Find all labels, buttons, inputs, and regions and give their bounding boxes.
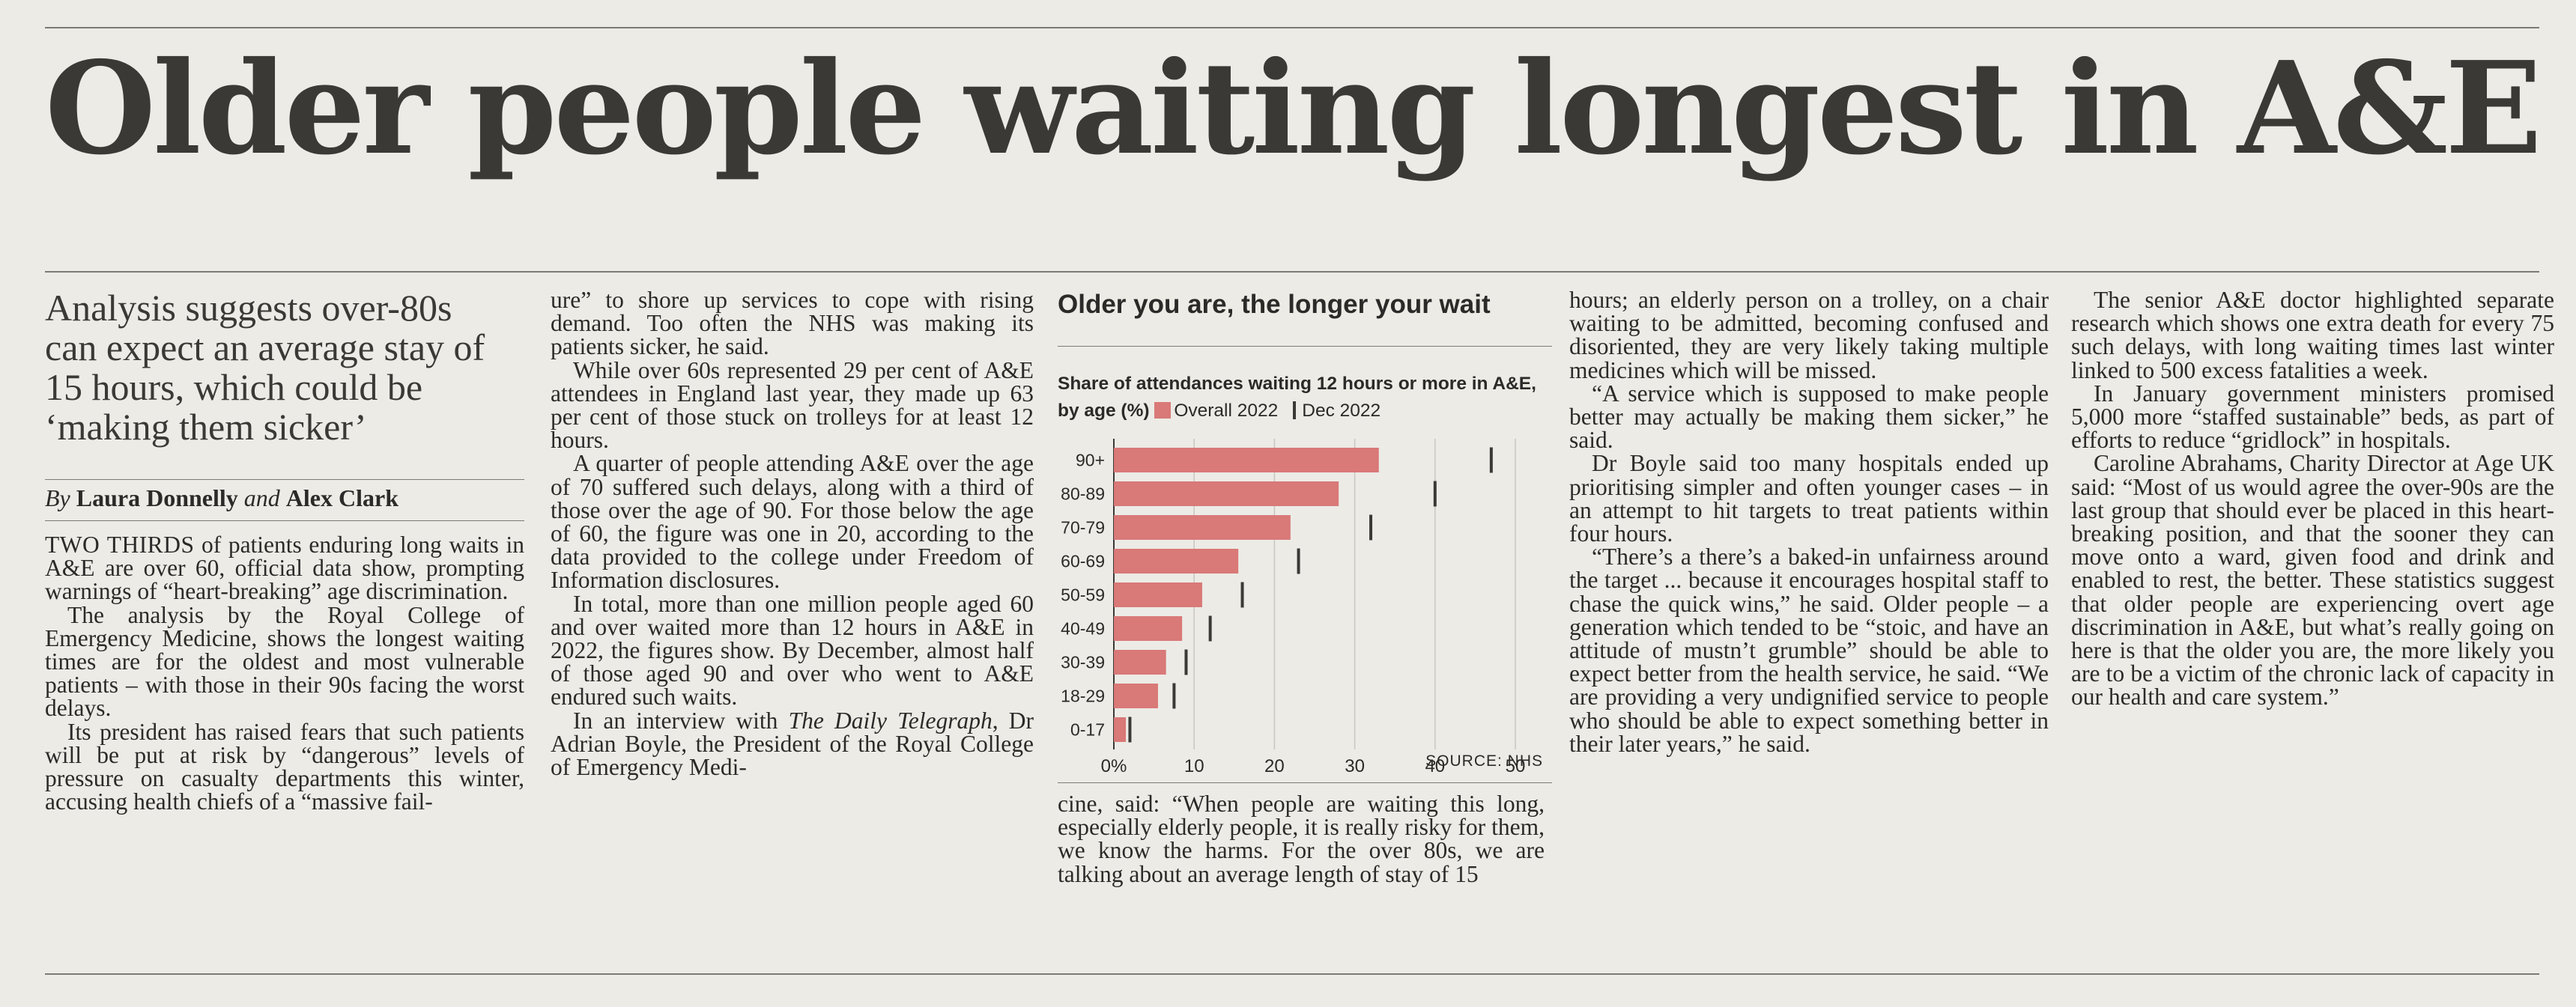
legend-dec: Dec 2022	[1278, 401, 1381, 421]
col2-paragraph-4: In total, more than one million people a…	[551, 590, 1034, 711]
category-label: 30-39	[1061, 653, 1105, 672]
bar	[1114, 717, 1127, 742]
x-tick-label: 30	[1345, 756, 1365, 776]
article-column-4: hours; an elderly person on a trolley, o…	[1569, 288, 2049, 755]
category-label: 90+	[1076, 451, 1105, 470]
chart-subtitle: Share of attendances waiting 12 hours or…	[1058, 374, 1536, 421]
category-label: 50-59	[1061, 585, 1105, 605]
col4-paragraph-4: “There’s a there’s a baked-in unfairness…	[1569, 544, 2049, 757]
legend-overall: Overall 2022	[1154, 401, 1278, 421]
byline: By Laura Donnelly and Alex Clark	[45, 483, 524, 513]
byline-conj: and	[243, 484, 280, 511]
category-label: 18-29	[1061, 687, 1105, 706]
article-column-5: The senior A&E doctor highlighted separa…	[2071, 288, 2554, 709]
category-label: 70-79	[1061, 518, 1105, 538]
x-tick-label: 10	[1184, 756, 1204, 776]
legend-swatch-bar	[1154, 402, 1172, 419]
col4-paragraph-2: “A service which is supposed to make peo…	[1569, 380, 2049, 454]
byline-rule-bottom	[45, 520, 524, 521]
col4-paragraph-3: Dr Boyle said too many hospitals ended u…	[1569, 450, 2049, 547]
col3-paragraph-1: cine, said: “When people are waiting thi…	[1058, 791, 1545, 887]
legend-label-dec: Dec 2022	[1302, 401, 1381, 421]
bar-chart: 0% 10 20 30 40 50 90+ 80-89 70-79 60-69 50-59 40-49…	[1061, 439, 1526, 776]
bar	[1114, 582, 1202, 607]
bar	[1114, 616, 1183, 641]
x-tick-label: 0%	[1101, 756, 1127, 776]
article-column-1: TWO THIRDS of patients enduring long wai…	[45, 532, 524, 815]
byline-author-2: Alex Clark	[285, 484, 398, 511]
chart-title: Older you are, the longer your wait	[1058, 290, 1491, 319]
category-label: 40-49	[1061, 619, 1105, 639]
byline-prefix: By	[45, 484, 70, 511]
headline: Older people waiting longest in A&E	[45, 34, 2542, 183]
col2-paragraph-2: While over 60s represented 29 per cent o…	[551, 356, 1034, 454]
bar	[1114, 549, 1239, 574]
col4-paragraph-1: hours; an elderly person on a trolley, o…	[1569, 287, 2049, 383]
col2-paragraph-5: In an interview with The Daily Telegraph…	[551, 707, 1034, 781]
chart-subtitle-block: Share of attendances waiting 12 hours or…	[1058, 371, 1552, 425]
article-column-2: ure” to shore up services to cope with r…	[551, 288, 1034, 779]
category-label: 60-69	[1061, 552, 1105, 571]
legend-label-overall: Overall 2022	[1174, 401, 1279, 421]
bar	[1114, 448, 1379, 472]
x-tick-label: 50	[1506, 756, 1526, 776]
col5-paragraph-2: In January government ministers promised…	[2071, 380, 2554, 454]
article-column-3: cine, said: “When people are waiting thi…	[1058, 792, 1545, 886]
category-label: 0-17	[1070, 720, 1105, 740]
top-rule	[45, 27, 2539, 28]
x-tick-label: 40	[1425, 756, 1445, 776]
chart-bottom-rule	[1058, 782, 1552, 783]
col5-paragraph-3: Caroline Abrahams, Charity Director at A…	[2071, 450, 2554, 711]
x-tick-label: 20	[1264, 756, 1285, 776]
col1-paragraph-1: TWO THIRDS of patients enduring long wai…	[45, 532, 524, 605]
byline-author-1: Laura Donnelly	[76, 484, 238, 511]
legend-swatch-tick	[1293, 401, 1297, 419]
col2-paragraph-1: ure” to shore up services to cope with r…	[551, 287, 1034, 360]
chart-source: SOURCE: NHS	[1425, 752, 1543, 770]
bar	[1114, 684, 1158, 708]
bar	[1114, 515, 1291, 540]
chart-title-underrule	[1058, 346, 1552, 347]
bar	[1114, 481, 1339, 506]
headline-underrule	[45, 271, 2539, 273]
bar	[1114, 650, 1166, 675]
col5-paragraph-1: The senior A&E doctor highlighted separa…	[2071, 287, 2554, 383]
col1-paragraph-3: Its president has raised fears that such…	[45, 718, 524, 815]
col1-paragraph-2: The analysis by the Royal College of Eme…	[45, 601, 524, 722]
col2-paragraph-3: A quarter of people attending A&E over t…	[551, 450, 1034, 594]
category-label: 80-89	[1061, 484, 1105, 504]
bottom-rule	[45, 973, 2539, 975]
lead-in: TWO THIRDS	[45, 532, 195, 558]
byline-rule-top	[45, 479, 524, 480]
standfirst: Analysis suggests over-80s can expect an…	[45, 287, 485, 448]
